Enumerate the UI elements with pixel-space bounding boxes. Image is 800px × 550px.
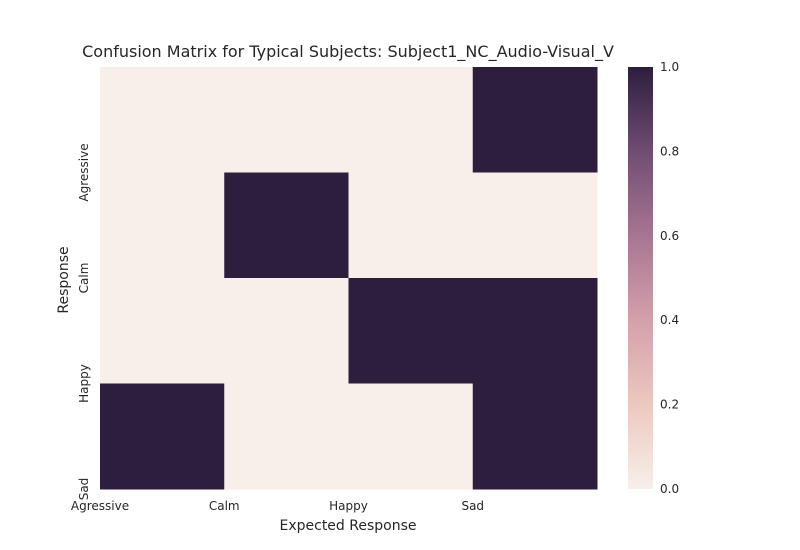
heatmap-cell	[472, 383, 598, 490]
heatmap-cell	[472, 278, 598, 384]
heatmap-cell	[348, 172, 474, 279]
y-axis-label: Response	[56, 246, 72, 313]
x-tick-label: Happy	[329, 499, 368, 513]
heatmap-cell	[348, 67, 474, 173]
colorbar-tick-label: 1.0	[660, 60, 679, 74]
heatmap-cell	[224, 383, 349, 490]
colorbar	[628, 67, 653, 489]
heatmap-cell	[348, 383, 474, 490]
heatmap-cells	[100, 67, 598, 490]
y-axis-ticks: Agressive Calm Happy Sad	[77, 143, 91, 500]
heatmap-cell	[100, 278, 225, 384]
y-tick-label: Calm	[77, 263, 91, 294]
heatmap-cell	[100, 67, 225, 173]
heatmap-cell	[224, 67, 349, 173]
chart-title: Confusion Matrix for Typical Subjects: S…	[82, 42, 614, 62]
heatmap-cell	[224, 172, 349, 279]
y-tick-label: Happy	[77, 364, 91, 403]
heatmap-cell	[472, 67, 598, 173]
heatmap-cell	[100, 383, 225, 490]
y-tick-label: Agressive	[77, 143, 91, 201]
x-axis-label: Expected Response	[279, 518, 416, 534]
colorbar-tick-label: 0.2	[660, 398, 679, 412]
colorbar-tick-label: 0.0	[660, 482, 679, 496]
x-tick-label: Agressive	[71, 499, 129, 513]
y-tick-label: Sad	[77, 478, 91, 501]
heatmap-cell	[224, 278, 349, 384]
heatmap-cell	[348, 278, 474, 384]
x-tick-label: Sad	[461, 499, 484, 513]
x-tick-label: Calm	[209, 499, 240, 513]
heatmap-cell	[100, 172, 225, 279]
colorbar-tick-label: 0.6	[660, 229, 679, 243]
colorbar-tick-label: 0.4	[660, 313, 679, 327]
colorbar-tick-label: 0.8	[660, 144, 679, 158]
heatmap-cell	[472, 172, 598, 279]
colorbar-ticks: 0.0 0.2 0.4 0.6 0.8 1.0	[660, 60, 679, 496]
x-axis-ticks: Agressive Calm Happy Sad	[71, 499, 484, 513]
